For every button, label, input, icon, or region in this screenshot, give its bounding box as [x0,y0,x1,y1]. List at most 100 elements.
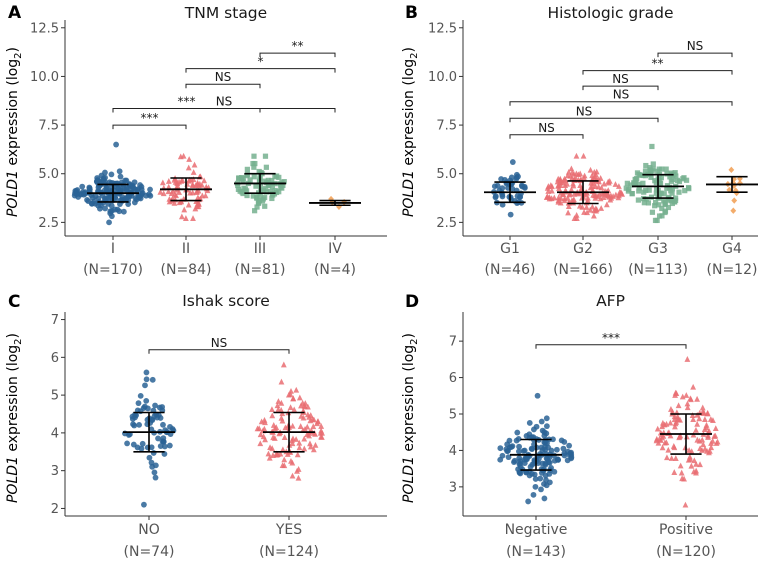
y-tick-label: 6 [51,351,59,366]
data-point [672,420,679,427]
data-point [653,199,659,206]
x-tick-label: G4 [722,241,742,257]
y-tick-label: 5.0 [38,167,59,182]
data-point [702,445,708,452]
data-point [235,186,242,192]
data-point [499,185,506,192]
data-point [659,423,666,430]
data-point [178,198,184,205]
data-point [236,175,242,181]
data-point [152,462,159,469]
data-point [649,143,655,150]
data-point [262,194,268,201]
data-point [273,424,280,431]
data-point [136,421,142,428]
data-point [251,164,257,170]
data-point [565,203,572,209]
y-tick-label: 6 [449,371,457,386]
data-point [120,208,127,215]
x-tick-count: (N=113) [628,262,688,278]
data-point [521,447,528,454]
data-point [294,451,301,458]
data-point [706,447,713,454]
data-point [694,420,701,427]
data-point [89,200,95,207]
data-point [251,174,257,180]
significance-label: NS [538,121,555,135]
data-point [517,470,524,477]
data-point [143,369,150,376]
data-point [269,184,276,190]
data-point [255,200,262,206]
data-point [656,435,663,442]
data-point [690,383,697,390]
data-point [149,376,156,383]
data-point [697,445,703,452]
y-tick-label: 7.5 [38,119,59,134]
data-point [555,457,562,463]
data-point [653,190,659,196]
data-point [281,456,288,463]
data-point [542,446,549,453]
data-point [72,188,79,194]
data-point [737,179,743,187]
data-point [526,420,533,426]
data-point [603,201,610,208]
data-point [728,166,735,174]
significance-bracket [112,108,336,113]
significance-label: *** [141,111,159,125]
data-point [682,501,689,508]
significance-label: ** [652,57,664,71]
data-point [705,432,711,439]
data-point [662,209,668,216]
data-point [124,440,130,447]
data-point [656,202,662,208]
y-tick-label: 12.5 [428,21,457,36]
panel-label: C [8,292,20,312]
data-point [667,419,674,426]
data-point [529,461,536,468]
data-point [511,457,518,464]
data-point [301,445,308,452]
data-point [143,397,150,404]
data-point [508,174,515,181]
data-point [135,400,142,407]
data-point [699,404,706,411]
data-point [557,199,564,206]
data-point [567,190,574,197]
data-point [708,440,714,446]
x-tick-count: (N=166) [553,262,613,278]
data-point [503,446,510,453]
significance-bracket [657,52,733,58]
data-point [257,431,264,438]
data-point [541,432,548,439]
data-point [537,475,544,482]
data-point [541,481,547,487]
data-point [123,177,130,184]
data-point [148,426,155,433]
data-point [269,195,275,202]
data-point [684,404,691,411]
data-point [661,198,667,204]
data-point [143,192,150,199]
data-point [561,439,568,445]
data-point [694,436,701,443]
data-point [302,403,308,410]
y-axis-gene: POLD1 [5,456,21,503]
data-point [190,176,197,182]
data-point [274,402,281,409]
data-point [295,474,302,481]
data-point [270,422,277,428]
data-point [491,183,498,190]
y-tick-label: 7 [51,313,59,328]
data-point [541,495,548,502]
data-point [102,205,109,212]
data-point [689,412,696,418]
data-point [731,197,738,204]
x-tick-count: (N=74) [124,544,175,560]
data-point [662,439,668,446]
significance-bracket [148,349,290,354]
data-point [128,192,135,199]
y-tick-label: 5 [449,408,457,423]
data-point [171,199,178,206]
